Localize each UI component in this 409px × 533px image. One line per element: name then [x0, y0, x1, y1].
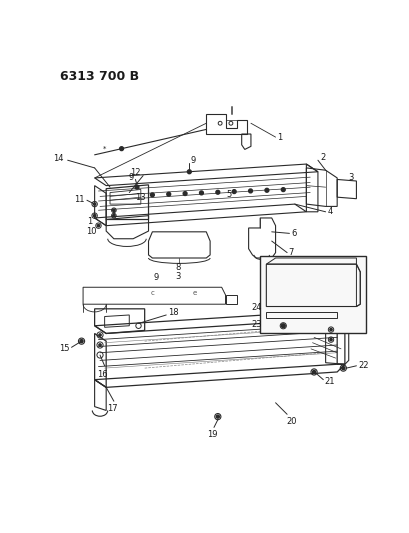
- Circle shape: [216, 415, 219, 418]
- Text: 5: 5: [226, 190, 231, 199]
- Text: 11: 11: [74, 195, 84, 204]
- Circle shape: [281, 188, 285, 191]
- Text: 22: 22: [357, 361, 368, 370]
- Text: 14: 14: [53, 154, 64, 163]
- Text: 15: 15: [58, 344, 69, 353]
- Text: 18: 18: [167, 308, 178, 317]
- Text: 17: 17: [107, 405, 117, 413]
- Text: 16: 16: [97, 370, 108, 378]
- Circle shape: [329, 328, 331, 331]
- Circle shape: [341, 367, 344, 370]
- Text: c: c: [150, 290, 154, 296]
- Circle shape: [97, 224, 99, 227]
- Circle shape: [135, 185, 139, 189]
- Text: 6: 6: [290, 229, 296, 238]
- Text: 1: 1: [276, 133, 282, 142]
- Text: 21: 21: [324, 377, 335, 386]
- Text: 8: 8: [175, 263, 180, 272]
- Text: 23: 23: [250, 320, 261, 329]
- Circle shape: [80, 340, 83, 343]
- Circle shape: [281, 324, 285, 328]
- Circle shape: [329, 338, 331, 341]
- Text: 13: 13: [135, 193, 146, 203]
- Text: 9: 9: [153, 273, 158, 282]
- Circle shape: [248, 189, 252, 193]
- Circle shape: [99, 344, 101, 346]
- Circle shape: [216, 190, 219, 194]
- Text: 24: 24: [251, 303, 261, 312]
- Text: 2: 2: [319, 154, 325, 163]
- Circle shape: [199, 191, 203, 195]
- Circle shape: [166, 192, 170, 196]
- Circle shape: [112, 209, 115, 212]
- Circle shape: [187, 170, 191, 174]
- Circle shape: [183, 192, 187, 196]
- Text: 6313 700 B: 6313 700 B: [60, 70, 139, 83]
- Circle shape: [112, 214, 115, 217]
- Text: 19: 19: [207, 431, 217, 440]
- Text: *: *: [103, 146, 106, 152]
- Text: 20: 20: [285, 417, 296, 426]
- Circle shape: [99, 334, 101, 336]
- Text: 1: 1: [87, 216, 92, 225]
- Circle shape: [231, 190, 236, 193]
- Text: 4: 4: [326, 207, 332, 216]
- Circle shape: [93, 203, 96, 205]
- Text: 3: 3: [175, 272, 180, 281]
- Text: 12: 12: [130, 168, 140, 177]
- Circle shape: [264, 188, 268, 192]
- Circle shape: [312, 370, 315, 374]
- Circle shape: [150, 193, 154, 197]
- Text: 10: 10: [86, 227, 97, 236]
- Text: 7: 7: [288, 248, 293, 257]
- Text: 9: 9: [191, 157, 196, 165]
- Text: 9: 9: [128, 173, 134, 182]
- FancyBboxPatch shape: [260, 256, 366, 334]
- Text: 3: 3: [348, 173, 353, 182]
- Circle shape: [119, 147, 123, 151]
- Text: e: e: [192, 290, 196, 296]
- Circle shape: [93, 214, 96, 217]
